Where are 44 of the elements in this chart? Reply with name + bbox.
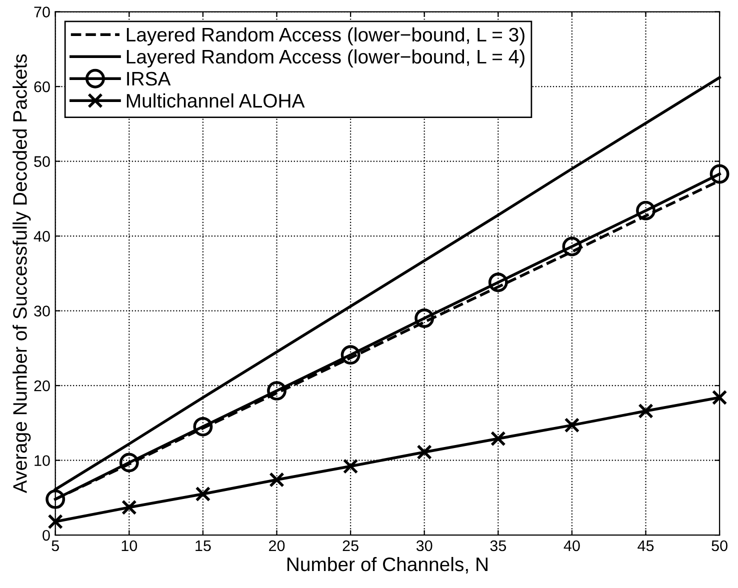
y-tick-label: 20 bbox=[34, 380, 50, 392]
x-tick-label: 50 bbox=[712, 540, 728, 552]
x-tick-label: 40 bbox=[564, 540, 580, 552]
x-tick-label: 30 bbox=[416, 540, 432, 552]
point bbox=[414, 308, 434, 328]
point bbox=[416, 444, 432, 460]
point bbox=[562, 236, 582, 256]
y-tick-label: 50 bbox=[34, 156, 50, 167]
x-tick-label: 45 bbox=[638, 540, 654, 552]
point bbox=[119, 452, 139, 472]
point bbox=[267, 381, 286, 401]
x-tick-label: 5 bbox=[52, 540, 59, 552]
legend-label: Layered Random Access (lower−bound, L = 3) bbox=[126, 27, 524, 46]
point bbox=[195, 486, 211, 502]
point bbox=[712, 390, 728, 406]
y-tick-label: 60 bbox=[34, 81, 50, 92]
legend-label: IRSA bbox=[127, 72, 171, 86]
x-tick-label: 15 bbox=[196, 540, 211, 552]
point bbox=[342, 458, 358, 474]
point bbox=[488, 272, 508, 292]
y-axis-title: Average Number of Successfully Decoded Packets bbox=[12, 54, 31, 494]
legend-label: Multichannel ALOHA bbox=[126, 93, 305, 108]
legend-label: Layered Random Access (lower−bound, L = 4) bbox=[126, 49, 524, 68]
x-axis-title: Number of Channels, N bbox=[287, 556, 488, 574]
point bbox=[46, 489, 66, 509]
x-tick-label: 35 bbox=[490, 540, 506, 552]
y-tick-label: 70 bbox=[34, 6, 50, 18]
x-tick-label: 20 bbox=[269, 540, 285, 552]
point bbox=[48, 514, 63, 530]
point bbox=[490, 431, 506, 446]
y-tick-label: 30 bbox=[34, 306, 50, 316]
point bbox=[193, 416, 213, 436]
x-tick-label: 25 bbox=[342, 540, 358, 552]
point bbox=[638, 403, 654, 419]
point bbox=[564, 418, 580, 433]
point bbox=[269, 472, 284, 488]
point bbox=[636, 200, 656, 220]
y-tick-label: 40 bbox=[34, 230, 50, 242]
x-tick-label: 10 bbox=[122, 540, 138, 552]
y-tick-label: 10 bbox=[34, 455, 50, 466]
point bbox=[340, 345, 360, 365]
y-tick-label: 0 bbox=[42, 530, 50, 541]
point bbox=[710, 164, 730, 184]
point bbox=[122, 500, 137, 516]
